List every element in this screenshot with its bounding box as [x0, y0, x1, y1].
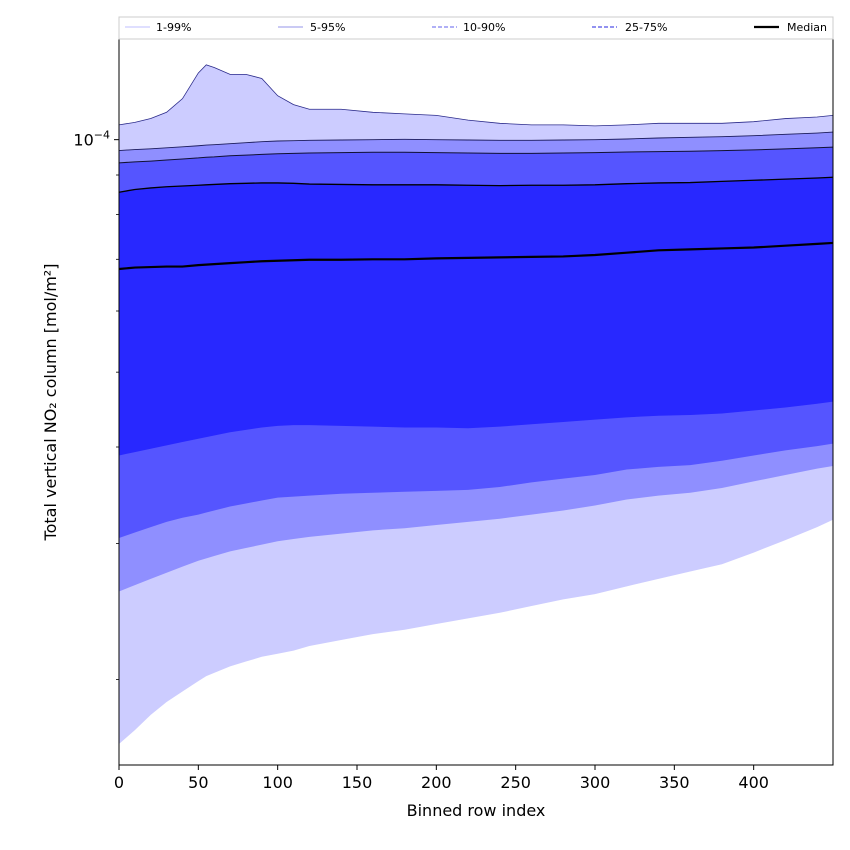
line-p75 — [118, 176, 834, 193]
x-axis-ticks: 0 50 100 150 200 250 300 350 400 — [114, 765, 769, 792]
percentile-bands — [119, 64, 833, 745]
legend-label: 5-95% — [310, 21, 345, 34]
x-tick-label: 400 — [738, 773, 769, 792]
y-axis-label: Total vertical NO₂ column [mol/m²] — [41, 264, 60, 542]
x-tick-label: 100 — [262, 773, 293, 792]
legend-label: 10-90% — [463, 21, 505, 34]
x-tick-label: 250 — [500, 773, 531, 792]
legend: 1-99% 5-95% 10-90% 25-75% Median — [118, 16, 834, 40]
percentile-lines — [118, 64, 834, 271]
line-p90 — [118, 146, 834, 164]
x-tick-label: 50 — [188, 773, 208, 792]
legend-box — [118, 16, 834, 40]
line-p99 — [118, 64, 834, 127]
x-tick-label: 0 — [114, 773, 124, 792]
x-axis-label: Binned row index — [407, 801, 546, 820]
x-tick-label: 200 — [421, 773, 452, 792]
legend-label: 25-75% — [625, 21, 667, 34]
line-p50 — [118, 241, 834, 271]
band-p25-p75 — [119, 177, 833, 456]
legend-label: Median — [787, 21, 827, 34]
x-tick-label: 300 — [580, 773, 611, 792]
legend-label: 1-99% — [156, 21, 191, 34]
x-tick-label: 150 — [342, 773, 373, 792]
y-axis-ticks: 10−4 — [73, 129, 119, 680]
line-p95 — [118, 131, 834, 152]
y-tick-label: 10−4 — [73, 129, 110, 150]
x-tick-label: 350 — [659, 773, 690, 792]
